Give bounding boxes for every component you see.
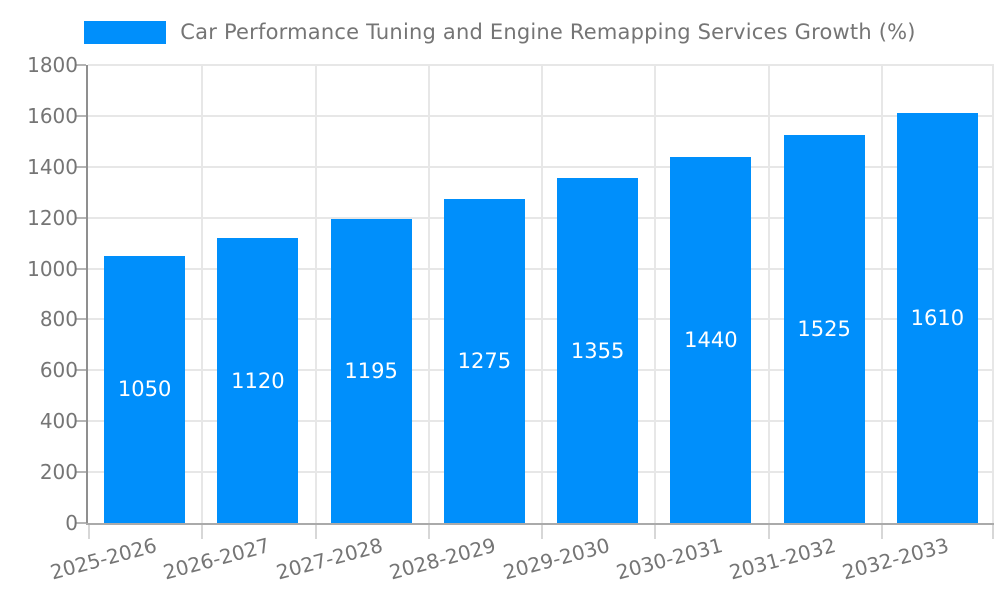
bar-value-label: 1275 [457, 348, 512, 373]
x-gridline [201, 65, 204, 523]
x-axis-category-label: 2028-2029 [387, 533, 499, 585]
bar-value-label: 1355 [570, 338, 625, 363]
y-axis-tick-label: 800 [39, 307, 78, 332]
bar-value-label: 1440 [684, 327, 738, 352]
y-axis-tick [76, 267, 86, 270]
legend-swatch [84, 20, 167, 44]
y-axis-tick [76, 471, 86, 474]
y-axis-tick [76, 318, 86, 321]
x-axis-category-label: 2032-2033 [840, 533, 952, 585]
x-gridline [314, 65, 317, 523]
x-gridline [427, 65, 430, 523]
x-gridline [992, 65, 994, 523]
y-axis-tick-label: 1200 [27, 205, 78, 230]
y-axis-tick-label: 600 [39, 358, 78, 383]
y-axis-tick [76, 114, 86, 117]
bar[interactable]: 1440 [670, 156, 752, 523]
x-axis-category-label: 2025-2026 [47, 533, 159, 585]
x-axis-category-label: 2031-2032 [726, 533, 839, 585]
x-axis-category-label: 2027-2028 [273, 533, 386, 585]
y-axis-tick-label: 200 [39, 460, 78, 485]
x-axis-tick [654, 525, 657, 539]
y-axis-tick [76, 165, 86, 168]
x-gridline [880, 65, 883, 523]
x-gridline [541, 65, 543, 523]
x-axis-tick [880, 525, 883, 539]
y-axis-tick [76, 64, 86, 66]
x-axis-category-label: 2026-2027 [160, 533, 273, 585]
x-axis-category-label: 2029-2030 [500, 533, 612, 585]
x-axis-tick [88, 525, 90, 539]
x-axis-line [86, 523, 994, 525]
x-axis-tick [541, 525, 543, 539]
bar[interactable]: 1195 [330, 218, 412, 523]
x-axis-tick [201, 525, 204, 539]
y-axis-tick [76, 420, 86, 423]
y-axis-tick-label: 1400 [27, 154, 78, 179]
x-gridline [654, 65, 657, 523]
bar[interactable]: 1610 [896, 113, 978, 523]
bar[interactable]: 1525 [783, 134, 865, 523]
legend-label: Car Performance Tuning and Engine Remapp… [180, 20, 916, 44]
bar[interactable]: 1050 [104, 255, 186, 523]
bar-value-label: 1610 [910, 306, 965, 331]
y-axis-tick [76, 216, 86, 219]
bar-value-label: 1050 [117, 377, 172, 402]
x-axis-tick [767, 525, 770, 539]
bar[interactable]: 1120 [217, 238, 299, 523]
y-axis-tick-label: 1600 [27, 103, 78, 128]
x-axis-category-label: 2030-2031 [613, 533, 726, 585]
bar-value-label: 1120 [231, 368, 285, 393]
x-axis-tick [427, 525, 430, 539]
y-axis-tick-label: 1800 [27, 53, 78, 77]
x-axis-tick [992, 525, 994, 539]
y-axis-tick [76, 369, 86, 372]
y-axis-tick-label: 400 [39, 409, 78, 434]
bar-value-label: 1195 [344, 358, 398, 383]
y-axis-line [86, 65, 88, 525]
x-gridline [767, 65, 770, 523]
x-axis-tick [314, 525, 317, 539]
bar[interactable]: 1275 [443, 198, 525, 523]
plot-area: 0 200 400 600 800 1000 1200 1400 1600 1800 1050 202… [27, 55, 994, 584]
bar[interactable]: 1355 [557, 178, 639, 523]
legend[interactable]: Car Performance Tuning and Engine Remapp… [0, 14, 1000, 50]
bar-value-label: 1525 [797, 316, 851, 341]
y-axis-tick [76, 522, 86, 524]
y-axis-tick-label: 1000 [27, 256, 78, 281]
y-axis-tick-label: 0 [65, 511, 78, 535]
